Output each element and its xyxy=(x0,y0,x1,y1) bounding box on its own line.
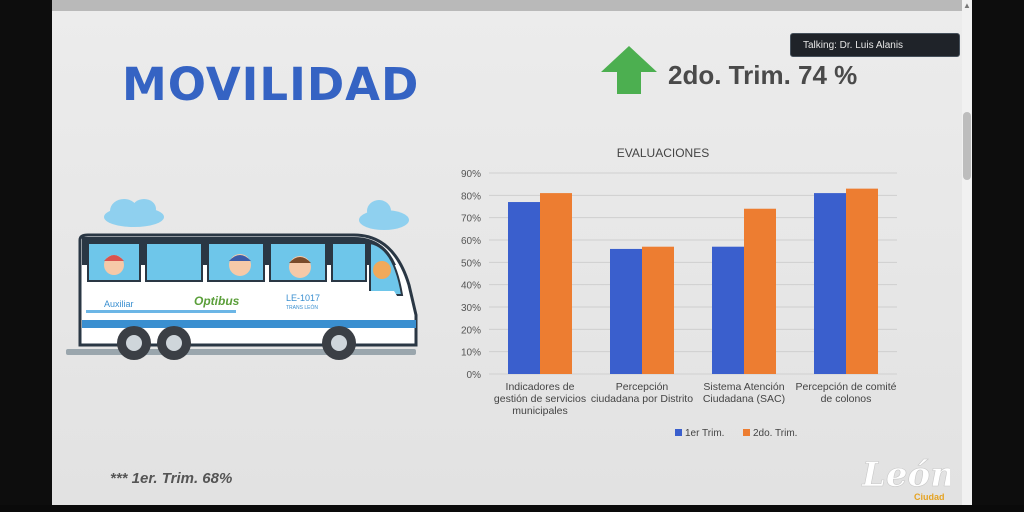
bar-1-3 xyxy=(712,246,744,374)
category-label: Ciudadana (SAC) xyxy=(703,393,785,405)
bus-side-label: Auxiliar xyxy=(104,299,134,309)
bar-2-1 xyxy=(540,193,572,374)
bus-plate-sub: TRANS LEÓN xyxy=(286,304,318,311)
y-tick-label: 0% xyxy=(467,370,482,381)
scrollbar-thumb[interactable] xyxy=(963,112,971,180)
bar-2-2 xyxy=(642,246,674,374)
svg-text:Ciudad: Ciudad xyxy=(914,492,945,502)
category-label: gestión de servicios xyxy=(494,393,586,405)
y-tick-label: 90% xyxy=(461,169,481,180)
presentation-slide: MOVILIDAD 2do. Trim. 74 % xyxy=(52,0,962,505)
category-label: de colonos xyxy=(821,393,872,405)
bar-2-4 xyxy=(846,188,878,374)
category-label: Percepción xyxy=(616,381,669,393)
up-arrow-icon xyxy=(601,46,657,94)
cloud-left-icon xyxy=(104,199,164,227)
category-label: Indicadores de xyxy=(506,381,575,393)
y-tick-label: 30% xyxy=(461,303,481,314)
chart-title: EVALUACIONES xyxy=(617,146,709,160)
cloud-right-icon xyxy=(359,200,409,230)
bar-1-1 xyxy=(508,202,540,374)
legend-swatch xyxy=(743,429,750,436)
meeting-toolbar xyxy=(0,505,1024,512)
category-label: ciudadana por Distrito xyxy=(591,393,693,405)
bus-illustration: Auxiliar Optibus LE-1017 TRANS LEÓN xyxy=(66,199,418,360)
vertical-scrollbar[interactable] xyxy=(962,0,972,505)
y-tick-label: 70% xyxy=(461,214,481,225)
bar-1-2 xyxy=(610,248,642,374)
category-label: municipales xyxy=(512,405,567,417)
y-tick-label: 20% xyxy=(461,325,481,336)
evaluaciones-bar-chart: EVALUACIONES 0% 10% 20% 30% 40% 50% 60% 70% 80% 90… xyxy=(461,146,897,439)
legend-label: 2do. Trim. xyxy=(753,428,797,439)
bus-brand-logo: Optibus xyxy=(194,294,240,308)
svg-text:León: León xyxy=(861,455,950,495)
category-label: Percepción de comité xyxy=(796,381,897,393)
passenger-icon xyxy=(104,254,391,279)
bus-plate: LE-1017 xyxy=(286,293,320,303)
legend-label: 1er Trim. xyxy=(685,428,724,439)
y-tick-label: 60% xyxy=(461,236,481,247)
bar-1-4 xyxy=(814,193,846,374)
wheel-icon xyxy=(117,326,356,360)
y-tick-label: 50% xyxy=(461,258,481,269)
slide-title: MOVILIDAD xyxy=(122,58,420,111)
legend-swatch xyxy=(675,429,682,436)
y-tick-label: 40% xyxy=(461,281,481,292)
trim-percentage: 2do. Trim. 74 % xyxy=(668,60,858,90)
y-tick-label: 10% xyxy=(461,348,481,359)
category-label: Sistema Atención xyxy=(703,381,784,393)
bar-2-3 xyxy=(744,208,776,374)
slide-top-bar xyxy=(52,0,962,11)
active-speaker-indicator: Talking: Dr. Luis Alanis xyxy=(790,33,960,57)
scroll-up-icon[interactable]: ▲ xyxy=(963,1,971,10)
footnote-first-trim: *** 1er. Trim. 68% xyxy=(110,470,233,487)
leon-city-logo: León Ciudad xyxy=(861,455,950,502)
y-tick-label: 80% xyxy=(461,191,481,202)
